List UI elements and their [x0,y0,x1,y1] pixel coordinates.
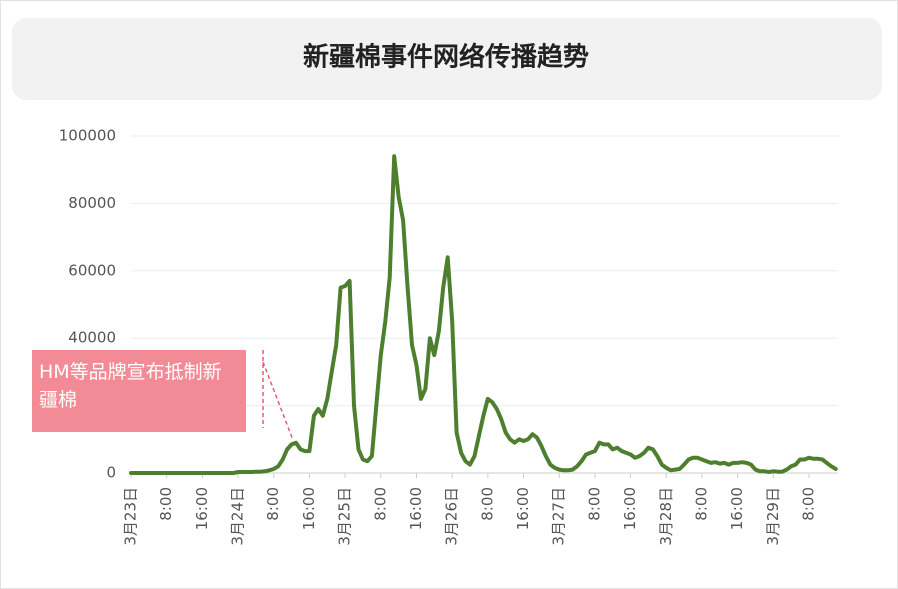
x-tick-label: 8:00 [478,487,496,521]
x-tick-label: 16:00 [300,487,318,530]
x-tick-label: 8:00 [157,487,175,521]
y-tick-label: 40000 [68,329,116,347]
x-tick-label: 16:00 [514,487,532,530]
data-line [129,154,838,475]
header-box [12,18,882,100]
y-tick-label: 100000 [59,127,116,145]
x-tick-label: 3月24日 [229,487,247,546]
x-tick-label: 16:00 [407,487,425,530]
x-tick-label: 3月28日 [657,487,675,546]
x-tick-label: 8:00 [692,487,710,521]
x-tick-label: 8:00 [800,487,818,521]
y-tick-label: 80000 [68,194,116,212]
x-tick-label: 16:00 [728,487,746,530]
y-tick-label: 0 [106,464,116,482]
x-tick-label: 3月26日 [443,487,461,546]
x-tick-label: 16:00 [621,487,639,530]
x-tick-label: 8:00 [371,487,389,521]
x-tick-label: 8:00 [264,487,282,521]
annotation: HM等品牌宣布抵制新疆棉 [32,350,246,432]
x-tick-label: 16:00 [193,487,211,530]
x-tick-label: 3月23日 [122,487,140,546]
y-tick-label: 60000 [68,261,116,279]
annotation-line [262,361,294,441]
x-tick-label: 3月25日 [336,487,354,546]
x-tick-label: 8:00 [585,487,603,521]
x-tick-label: 3月29日 [764,487,782,546]
chart-title: 新疆棉事件网络传播趋势 [303,42,589,73]
x-tick-label: 3月27日 [550,487,568,546]
